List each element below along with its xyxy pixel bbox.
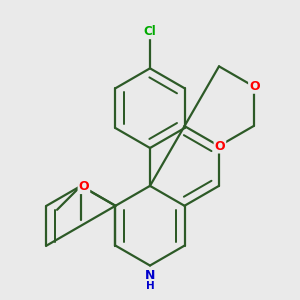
Text: O: O bbox=[249, 80, 260, 93]
Text: Cl: Cl bbox=[144, 25, 156, 38]
Text: O: O bbox=[214, 140, 225, 152]
Text: N: N bbox=[145, 269, 155, 282]
Text: H: H bbox=[146, 281, 154, 291]
Text: O: O bbox=[79, 180, 89, 193]
